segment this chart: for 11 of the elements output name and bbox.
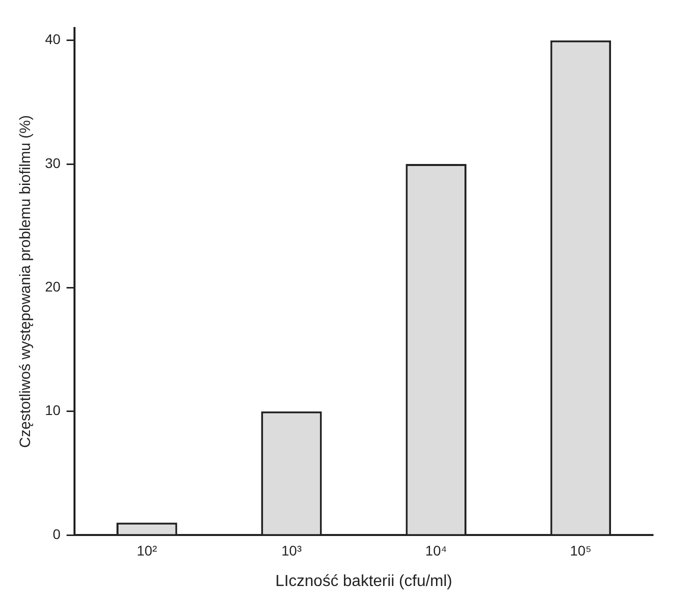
x-tick-label: 10⁴: [425, 542, 447, 558]
y-axis-title: Częstotliwoś występowania problemu biofilmu (%): [17, 115, 34, 448]
y-tick-label: 20: [44, 278, 61, 295]
y-tick-label: 0: [52, 526, 61, 542]
y-tick-label: 40: [44, 31, 61, 48]
x-axis-title: LIczność bakterii (cfu/ml): [275, 572, 452, 590]
y-tick-label: 10: [44, 402, 61, 418]
x-tick-label: 10²: [136, 542, 158, 558]
x-tick-label: 10⁵: [570, 542, 592, 558]
y-tick-label: 30: [44, 154, 61, 171]
x-tick-label: 10³: [281, 542, 302, 558]
